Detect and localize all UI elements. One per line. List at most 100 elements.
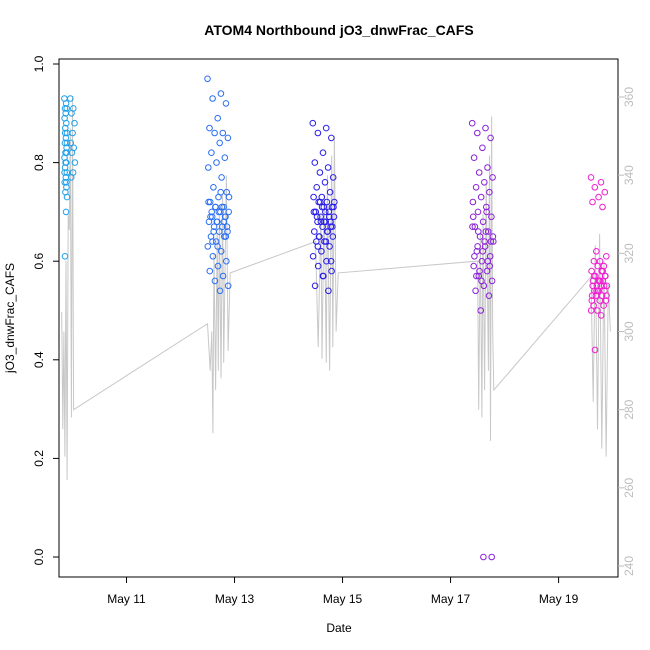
- data-point: [469, 198, 477, 206]
- data-point: [322, 208, 329, 216]
- data-point: [587, 307, 595, 314]
- data-point: [330, 203, 337, 211]
- data-point: [484, 164, 491, 171]
- data-point: [483, 267, 491, 275]
- data-point: [326, 188, 334, 196]
- data-point: [67, 139, 75, 147]
- data-point: [597, 179, 605, 186]
- data-point: [589, 198, 596, 206]
- data-point: [486, 188, 493, 196]
- data-point: [603, 252, 610, 260]
- data-point: [317, 218, 325, 226]
- data-point: [63, 144, 70, 152]
- data-point: [222, 100, 230, 107]
- data-point: [210, 223, 218, 230]
- data-point: [477, 307, 485, 314]
- data-point: [209, 252, 217, 260]
- data-point: [69, 129, 76, 137]
- data-point: [317, 213, 324, 221]
- data-point: [215, 208, 223, 216]
- data-point: [204, 75, 211, 83]
- data-point: [594, 307, 601, 314]
- data-point: [213, 218, 221, 226]
- y-tick-label: 0.6: [32, 253, 46, 270]
- data-point: [472, 184, 480, 191]
- x-tick-label: May 11: [107, 592, 146, 606]
- data-point: [217, 188, 224, 196]
- right-tick-label: 360: [622, 87, 636, 107]
- data-point: [217, 248, 225, 255]
- data-point: [224, 282, 232, 290]
- data-point: [322, 124, 330, 132]
- data-point: [473, 272, 480, 280]
- data-point: [320, 218, 328, 226]
- y-tick-label: 0.4: [32, 351, 46, 368]
- data-point: [314, 262, 322, 270]
- right-tick-label: 300: [622, 321, 636, 341]
- data-point: [329, 174, 337, 181]
- data-point: [590, 272, 598, 280]
- data-point: [470, 154, 478, 161]
- data-point: [315, 233, 323, 240]
- altitude-trace-layer: [61, 96, 611, 481]
- data-point: [71, 119, 78, 127]
- x-tick-label: May 15: [323, 592, 363, 606]
- data-point: [482, 228, 490, 235]
- data-point: [489, 174, 496, 181]
- y-tick-label: 0.8: [32, 154, 46, 171]
- data-point: [327, 257, 335, 265]
- data-point: [63, 184, 70, 191]
- data-point: [601, 188, 609, 196]
- data-point: [68, 110, 75, 117]
- data-point: [71, 159, 79, 166]
- right-tick-label: 240: [622, 556, 636, 576]
- data-point: [600, 282, 608, 290]
- data-point: [312, 208, 320, 216]
- data-point: [209, 238, 216, 245]
- data-point: [481, 179, 488, 186]
- data-point: [319, 272, 327, 280]
- data-point: [309, 252, 317, 260]
- data-point: [597, 277, 604, 285]
- data-point: [488, 277, 496, 285]
- y-axis-label: jO3_dnwFrac_CAFS: [3, 263, 17, 374]
- y-tick-label: 0.2: [32, 450, 46, 467]
- data-point: [591, 346, 599, 354]
- data-point: [221, 154, 229, 161]
- data-point: [212, 203, 219, 211]
- data-point: [591, 184, 599, 191]
- data-point: [68, 149, 76, 156]
- data-point: [325, 213, 333, 221]
- data-point: [594, 287, 602, 295]
- data-point: [325, 287, 332, 295]
- data-point: [63, 105, 70, 112]
- right-tick-label: 340: [622, 165, 636, 185]
- data-point: [223, 257, 230, 265]
- data-point: [475, 169, 483, 176]
- data-point: [325, 208, 333, 216]
- data-point: [481, 238, 488, 245]
- data-point: [589, 282, 597, 290]
- data-point: [485, 292, 493, 300]
- data-point: [219, 129, 227, 137]
- data-point: [593, 248, 600, 255]
- data-point: [479, 144, 486, 152]
- data-point: [318, 203, 326, 211]
- data-point: [222, 233, 230, 240]
- data-point: [214, 243, 221, 250]
- data-point: [588, 292, 596, 300]
- x-tick-label: May 17: [431, 592, 471, 606]
- data-point: [311, 228, 318, 235]
- x-tick-label: May 13: [215, 592, 255, 606]
- data-point: [328, 134, 335, 142]
- data-point: [208, 149, 215, 156]
- x-axis-label: Date: [326, 621, 352, 635]
- altitude-trace-line: [61, 96, 611, 481]
- data-point: [476, 267, 483, 275]
- data-point: [472, 287, 479, 295]
- data-point: [594, 262, 602, 270]
- data-point: [321, 179, 329, 186]
- data-point: [206, 124, 213, 132]
- data-point: [484, 228, 492, 235]
- data-point: [205, 164, 212, 171]
